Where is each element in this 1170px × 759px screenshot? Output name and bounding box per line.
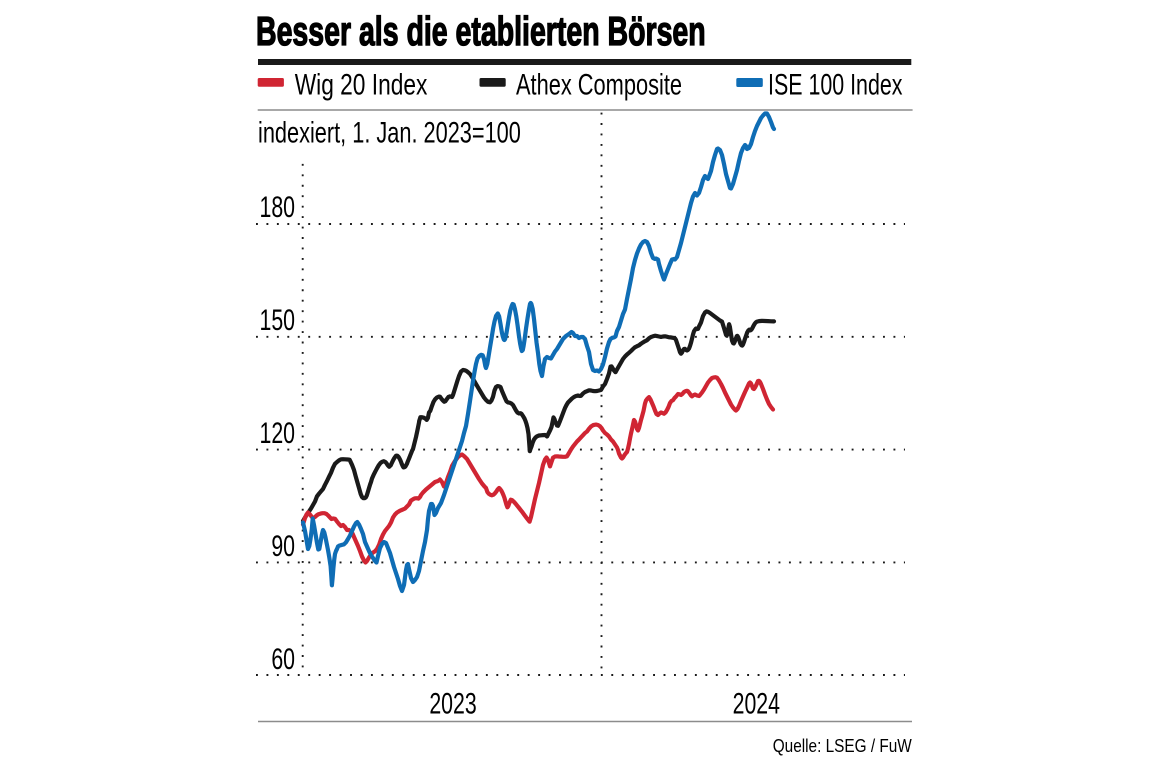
svg-text:180: 180 <box>259 189 295 224</box>
svg-text:90: 90 <box>271 528 295 563</box>
svg-text:Quelle: LSEG / FuW: Quelle: LSEG / FuW <box>773 736 912 757</box>
svg-text:Athex Composite: Athex Composite <box>516 67 682 101</box>
svg-text:Wig 20 Index: Wig 20 Index <box>295 67 428 101</box>
svg-text:2024: 2024 <box>733 686 780 721</box>
svg-text:2023: 2023 <box>429 686 476 721</box>
svg-text:ISE 100 Index: ISE 100 Index <box>768 67 902 102</box>
svg-text:120: 120 <box>259 415 295 450</box>
svg-text:indexiert, 1. Jan. 2023=100: indexiert, 1. Jan. 2023=100 <box>258 115 521 149</box>
svg-text:Besser als die etablierten Bör: Besser als die etablierten Börsen <box>256 9 706 54</box>
svg-text:60: 60 <box>271 641 295 676</box>
svg-text:150: 150 <box>259 302 295 337</box>
